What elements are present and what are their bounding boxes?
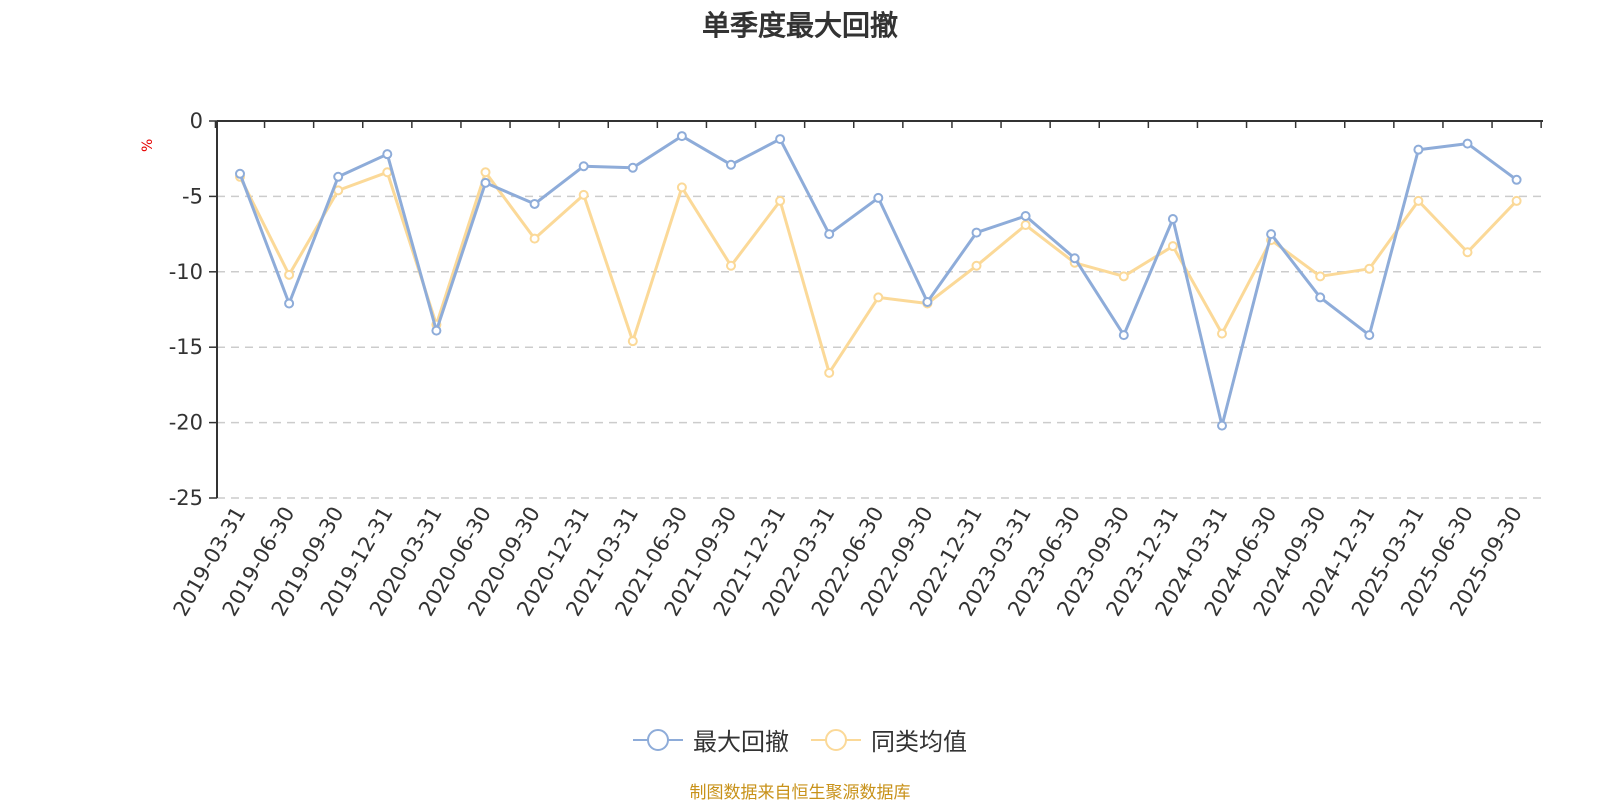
data-point (1511, 174, 1522, 185)
source-note: 制图数据来自恒生聚源数据库 (689, 783, 911, 803)
data-point (726, 159, 736, 170)
data-point (676, 131, 687, 142)
series-line (238, 134, 1518, 428)
data-point (824, 367, 835, 378)
data-point (873, 292, 884, 303)
legend-item-peer-average[interactable]: 同类均值 (811, 722, 967, 757)
data-point (1020, 220, 1031, 231)
data-point (873, 192, 884, 203)
line-chart: 0 -5 -10 -15 -20 -25 2019-03-312019-06-302019… (169, 109, 1543, 621)
grid-lines (217, 195, 1543, 499)
data-point (529, 233, 540, 244)
data-point (284, 269, 295, 280)
legend-label-peer-average: 同类均值 (871, 728, 967, 756)
data-point (1315, 271, 1326, 282)
y-tick-label: -10 (169, 260, 203, 284)
data-point (971, 260, 982, 271)
x-axis-tick-labels: 2019-03-312019-06-302019-09-302019-12-31… (169, 503, 1527, 621)
data-point (1020, 211, 1031, 222)
data-point (480, 167, 491, 178)
legend-marker-max-drawdown (633, 728, 683, 751)
data-point (971, 227, 982, 238)
data-point (529, 198, 540, 209)
data-point (1462, 138, 1473, 149)
data-point (480, 177, 491, 188)
data-point (775, 195, 786, 206)
data-point (1118, 271, 1129, 282)
y-tick-label: -25 (169, 486, 203, 510)
data-point (775, 134, 786, 145)
axes: 0 -5 -10 -15 -20 -25 (169, 109, 1543, 510)
data-point (824, 229, 835, 240)
y-tick-label: 0 (190, 109, 203, 133)
data-point (1266, 229, 1277, 240)
data-point (1069, 253, 1080, 264)
y-tick-label: -20 (169, 411, 203, 435)
data-point (627, 162, 638, 173)
data-point (1167, 241, 1178, 252)
data-point (1413, 144, 1424, 155)
chart-title: 单季度最大回撤 (701, 9, 898, 42)
legend-item-max-drawdown[interactable]: 最大回撤 (633, 722, 789, 757)
data-point (578, 189, 589, 200)
data-point (627, 336, 638, 347)
y-tick-label: -15 (169, 335, 203, 359)
legend-label-max-drawdown: 最大回撤 (693, 728, 789, 756)
data-point (1315, 292, 1326, 303)
data-point (431, 325, 442, 336)
data-point (235, 168, 245, 179)
data-point (1364, 263, 1375, 274)
data-point (1462, 247, 1473, 258)
legend-marker-peer-average (811, 728, 861, 751)
series-lines (235, 131, 1522, 431)
data-point (1118, 330, 1129, 341)
data-point (1217, 420, 1227, 431)
data-point (1413, 195, 1424, 206)
data-point (922, 296, 933, 307)
data-point (333, 171, 344, 182)
data-point (382, 149, 393, 160)
data-point (1167, 214, 1178, 225)
data-point (676, 182, 687, 193)
y-tick-label: -5 (182, 184, 203, 208)
data-point (284, 298, 295, 309)
data-point (1511, 195, 1522, 206)
data-point (1217, 328, 1227, 339)
data-point (578, 161, 589, 172)
legend: 最大回撤 同类均值 (0, 722, 1600, 757)
data-point (1364, 330, 1375, 341)
data-point (726, 260, 736, 271)
